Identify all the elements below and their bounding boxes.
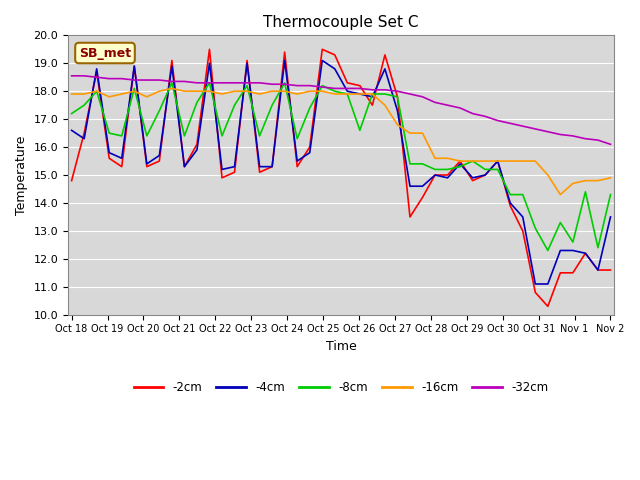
Text: SB_met: SB_met (79, 47, 131, 60)
Legend: -2cm, -4cm, -8cm, -16cm, -32cm: -2cm, -4cm, -8cm, -16cm, -32cm (129, 376, 553, 399)
Y-axis label: Temperature: Temperature (15, 135, 28, 215)
Title: Thermocouple Set C: Thermocouple Set C (263, 15, 419, 30)
X-axis label: Time: Time (326, 340, 356, 353)
